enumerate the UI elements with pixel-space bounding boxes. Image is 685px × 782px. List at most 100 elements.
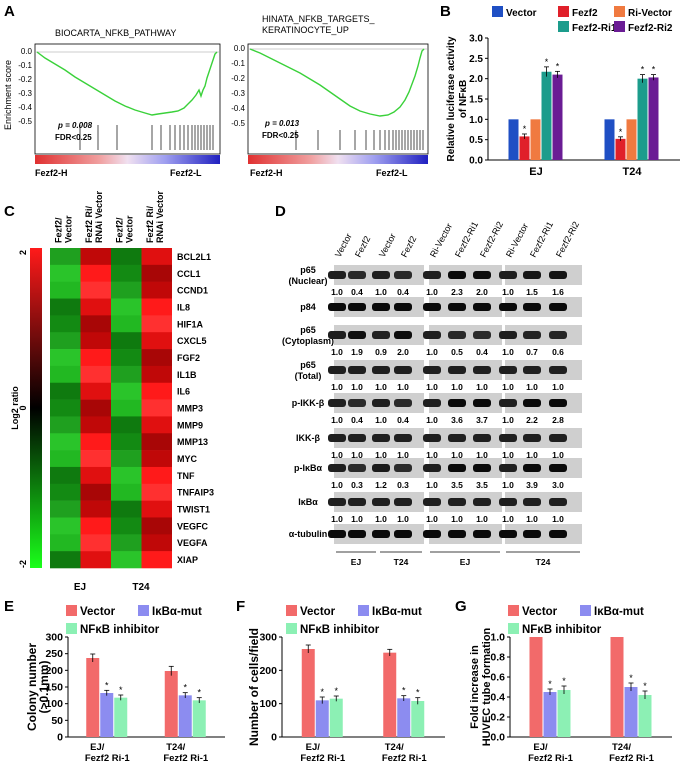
blot-band [523,399,541,407]
band-quantification: 1.0 [502,415,514,425]
sample-label: Fezf2-Ri1 [528,220,555,259]
significance-star: * [619,127,623,137]
blot-band [328,303,346,311]
band-quantification: 3.0 [552,480,564,490]
group-label-t24: T24 [132,582,150,593]
gsea-title: HINATA_NFKB_TARGETS_ [262,14,376,24]
band-quantification: 1.0 [426,450,438,460]
heatmap-cell [80,534,111,552]
legend-swatch [286,623,297,634]
band-quantification: 1.0 [331,450,343,460]
band-quantification: 0.4 [351,287,363,297]
y-tick-label: 0.6 [490,672,505,684]
heatmap-cell [50,534,81,552]
significance-star: * [652,65,656,75]
column-header: RNAi Vector [94,190,104,243]
bar [530,119,541,160]
significance-star: * [523,124,527,134]
ytick: -0.2 [18,75,32,84]
fdr-value: FDR<0.25 [55,133,92,142]
bar [86,658,100,737]
scale-label: Log2 ratio [10,386,20,430]
blot-band [473,399,491,407]
bar [301,649,315,737]
bar [604,119,615,160]
gene-label: CCL1 [177,269,201,279]
blot-band [549,399,567,407]
x-tick-label: EJ [529,166,542,178]
blot-row-label: p-IκBα [294,463,323,473]
heatmap-cell [111,433,142,451]
blot-band [549,464,567,472]
blot-strip [505,393,582,413]
blot-band [448,434,466,442]
blot-band [549,498,567,506]
heatmap-cell [50,450,81,468]
blot-band [473,331,491,339]
heatmap-cell [50,248,81,266]
x-tick-label: T24/ [385,742,404,753]
log2-ratio-scale [30,248,42,568]
band-quantification: 1.0 [552,382,564,392]
legend-label: NFκB inhibitor [522,624,602,636]
blot-band [394,530,412,538]
tube-formation-bar-chart: 0.0 0.2 0.4 0.6 0.8 1.0 Fold increase in HUVEC … [469,605,672,764]
column-header: Vector [63,215,73,243]
bar [114,697,128,737]
column-header: Fezf2/ [114,217,124,243]
blot-band [473,271,491,279]
band-quantification: 1.0 [351,382,363,392]
band-quantification: 0.4 [351,415,363,425]
blot-band [448,464,466,472]
heatmap-cell [141,365,172,384]
blot-band [372,331,390,339]
cell-line-label: EJ [460,557,471,567]
band-quantification: 2.0 [397,347,409,357]
heatmap-cell [141,534,172,552]
band-quantification: 2.3 [451,287,463,297]
y-tick-label: 0.5 [469,135,483,146]
gene-label: TNFAIP3 [177,488,214,498]
bar [192,700,206,737]
heatmap-cell [80,551,111,569]
blot-band [394,498,412,506]
heatmap-cell [111,365,142,384]
blot-band [499,434,517,442]
gene-label: HIF1A [177,319,204,329]
blot-band [448,271,466,279]
ytick: -0.5 [18,117,32,126]
heatmap-cell [80,382,111,400]
significance-star: * [548,679,552,689]
blot-row-label: p84 [300,302,316,312]
blot-band [423,271,441,279]
bar [329,698,343,737]
blot-band [328,464,346,472]
western-blot-panel: Vector Fezf2 Vector Fezf2 Ri-VectorFezf2-Ri1… [282,220,582,567]
ytick: -0.4 [231,104,245,113]
heatmap-cell [111,298,142,316]
blot-band [448,331,466,339]
right-phenotype-label: Fezf2-L [170,168,202,178]
heatmap-cell [141,517,172,535]
blot-band [423,331,441,339]
y-tick-label: 300 [45,632,63,644]
significance-star: * [545,57,549,67]
heatmap-cell [50,517,81,535]
significance-star: * [320,687,324,697]
x-tick-label: T24 [623,166,643,178]
bar [541,71,552,160]
heatmap-cell [111,534,142,552]
blot-band [394,303,412,311]
heatmap-cell [50,264,81,282]
blot-strip [505,524,582,544]
blot-band [328,331,346,339]
bar [100,693,114,737]
band-quantification: 1.0 [526,382,538,392]
band-quantification: 1.0 [375,514,387,524]
bar [508,119,519,160]
x-tick-label: T24/ [612,742,631,753]
y-axis-label: Number of cells/field [247,628,261,746]
blot-band [394,366,412,374]
blot-band [423,434,441,442]
